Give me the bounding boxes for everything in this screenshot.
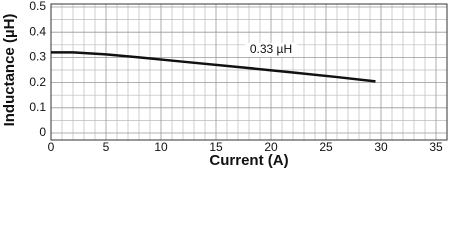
x-tick-label: 15 [209, 140, 223, 154]
x-tick-label: 30 [374, 140, 388, 154]
y-tick-label: 0 [39, 125, 46, 139]
y-axis-label: Inductance (µH) [1, 14, 18, 127]
y-tick-label: 0.5 [29, 0, 46, 13]
x-tick-label: 20 [264, 140, 278, 154]
page: Current (A) Inductance (µH) 0 5 10 15 20 25 30… [0, 0, 448, 169]
data-line [51, 51, 376, 83]
y-tick-label: 0.3 [29, 50, 46, 64]
chart: Current (A) Inductance (µH) 0 5 10 15 20 25 30… [1, 0, 448, 169]
y-tick-label: 0.2 [29, 75, 46, 89]
x-tick-label: 35 [429, 140, 443, 154]
annotation-bg [245, 42, 297, 57]
x-tick-label: 25 [319, 140, 333, 154]
x-tick-label: 5 [103, 140, 110, 154]
x-axis-label: Current (A) [209, 152, 288, 169]
y-tick-label: 0.4 [29, 24, 46, 38]
y-tick-label: 0.1 [29, 100, 46, 114]
annotation: 0.33 µH [250, 42, 292, 56]
x-tick-label: 0 [48, 140, 55, 154]
x-tick-label: 10 [154, 140, 168, 154]
plot-frame [50, 3, 448, 141]
